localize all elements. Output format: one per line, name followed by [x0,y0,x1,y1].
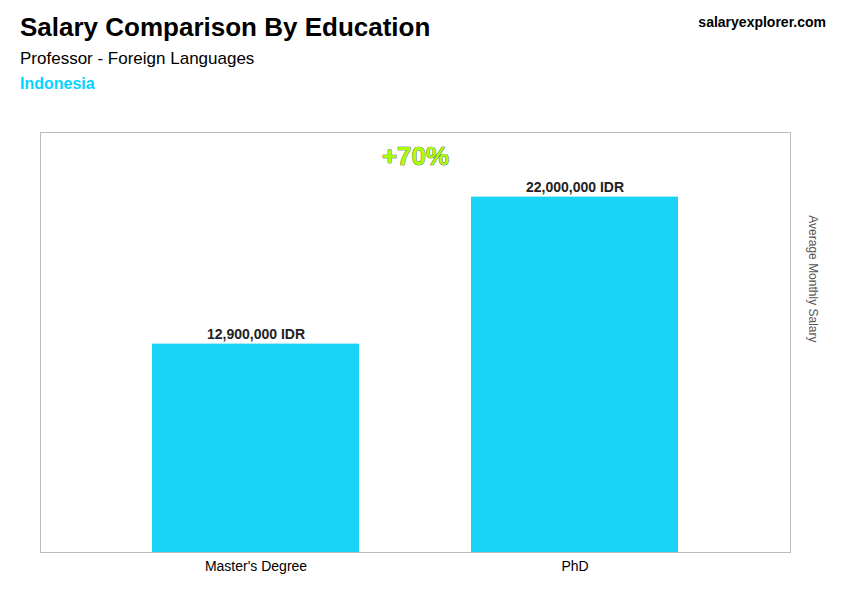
html-text:salaryexplorer.com: salaryexplorer.com [698,14,826,30]
svg-text:PhD: PhD [561,558,588,574]
html-text:Professor - Foreign Languages: Professor - Foreign Languages [20,49,255,68]
html-text:Indonesia: Indonesia [20,75,95,92]
svg-text:Average Monthly Salary: Average Monthly Salary [806,215,820,342]
svg-text:+70%: +70% [382,141,449,171]
html-text:Salary Comparison By Education: Salary Comparison By Education [20,12,431,42]
svg-text:22,000,000 IDR: 22,000,000 IDR [526,179,624,195]
svg-text:Master's Degree: Master's Degree [205,558,307,574]
svg-text:12,900,000 IDR: 12,900,000 IDR [207,326,305,342]
